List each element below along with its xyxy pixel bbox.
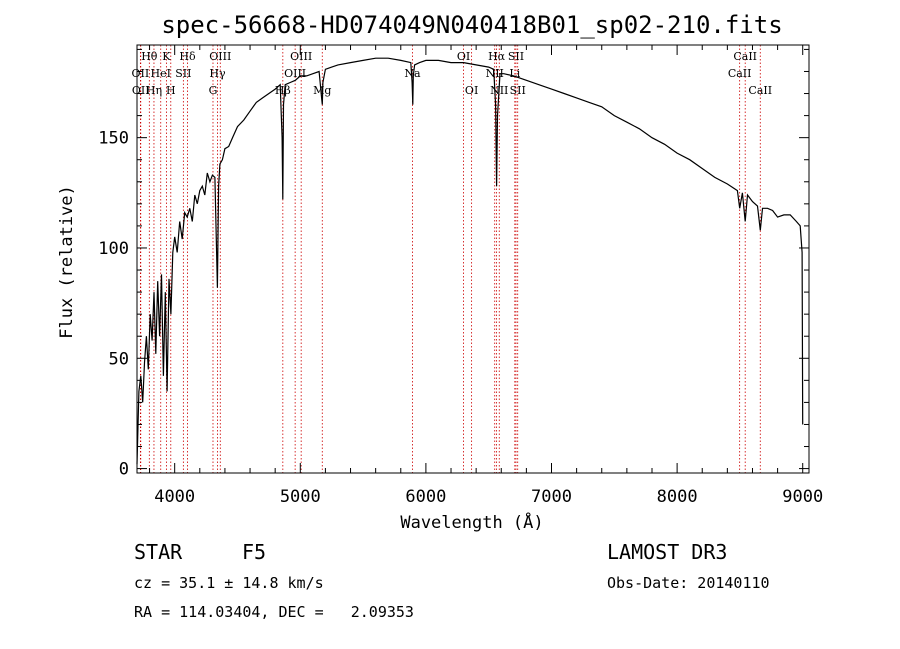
x-tick-label: 9000: [782, 487, 823, 507]
line-label: Hθ: [141, 50, 158, 63]
chart-title: spec-56668-HD074049N040418B01_sp02-210.f…: [161, 11, 782, 39]
line-label: Hη: [146, 84, 162, 97]
line-label: OII: [132, 84, 150, 97]
line-label: OIII: [290, 50, 312, 63]
spectrum-line: [136, 57, 804, 465]
y-tick-label: 100: [98, 239, 129, 259]
line-label: SII: [175, 67, 191, 80]
line-label: Hδ: [179, 50, 196, 63]
object-class: STAR: [134, 540, 183, 564]
line-label: G: [209, 84, 218, 97]
spectral-subclass: F5: [242, 540, 267, 564]
line-label: Hγ: [209, 67, 226, 80]
coordinates: RA = 114.03404, DEC = 2.09353: [134, 603, 414, 621]
obs-date: Obs-Date: 20140110: [607, 574, 770, 592]
line-label: OII: [132, 67, 150, 80]
x-tick-label: 6000: [405, 487, 446, 507]
line-label: CaII: [748, 84, 772, 97]
line-label: CaII: [728, 67, 752, 80]
x-tick-label: 8000: [657, 487, 698, 507]
line-label: Li: [509, 67, 520, 80]
x-axis: 4000 5000 6000 7000 8000 9000: [149, 45, 823, 507]
survey-name: LAMOST DR3: [607, 540, 728, 564]
line-label: Hα: [488, 50, 506, 63]
line-label: CaII: [733, 50, 757, 63]
line-label: Hβ: [275, 84, 291, 97]
x-tick-label: 4000: [154, 487, 195, 507]
line-label: K: [162, 50, 171, 63]
line-label: H: [166, 84, 176, 97]
line-label: OIII: [284, 67, 306, 80]
y-tick-label: 150: [98, 129, 129, 149]
emission-line-markers: [139, 45, 761, 473]
line-label: HeI: [151, 67, 171, 80]
redshift-readout: cz = 35.1 ± 14.8 km/s: [134, 574, 324, 592]
x-tick-label: 5000: [280, 487, 321, 507]
x-tick-label: 7000: [531, 487, 572, 507]
y-tick-label: 50: [109, 349, 129, 369]
line-label: SII: [510, 84, 526, 97]
line-label: OI: [465, 84, 478, 97]
line-label: OIII: [209, 50, 231, 63]
y-axis: 0 50 100 150: [98, 48, 809, 480]
y-axis-label: Flux (relative): [57, 185, 77, 339]
plot-frame: [136, 44, 810, 474]
x-axis-label: Wavelength (Å): [400, 511, 543, 533]
y-tick-label: 0: [119, 460, 129, 480]
line-label: OI: [457, 50, 470, 63]
line-label: Na: [404, 67, 421, 80]
line-label: SII: [508, 50, 524, 63]
